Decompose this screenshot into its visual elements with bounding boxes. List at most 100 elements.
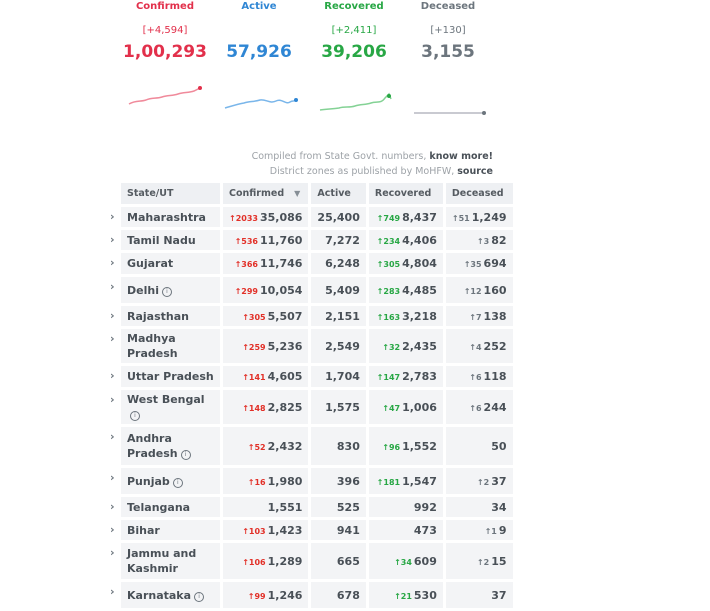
- recovered-cell: ↑47 1,006: [368, 390, 443, 424]
- confirmed-cell: ↑299 10,054: [223, 277, 309, 303]
- table-row[interactable]: › Gujarat ↑366 11,746 6,248 ↑305 4,804 ↑35 694: [108, 253, 513, 274]
- confirmed-value: 1,980: [267, 474, 303, 488]
- deceased-sparkline: [414, 111, 486, 115]
- expand-chevron-icon[interactable]: ›: [110, 256, 115, 269]
- table-row[interactable]: › Uttar Pradesh ↑141 4,605 1,704 ↑147 2,783 ↑6 1…: [108, 366, 513, 387]
- expand-chevron-icon[interactable]: ›: [110, 546, 115, 559]
- state-name-cell[interactable]: Karnataka i: [121, 582, 220, 608]
- info-icon[interactable]: i: [180, 450, 191, 460]
- active-cell: 525: [311, 497, 366, 517]
- recovered-delta: ↑34: [394, 557, 412, 567]
- stat-recovered-label: Recovered: [324, 1, 384, 12]
- expand-chevron-icon[interactable]: ›: [110, 233, 115, 246]
- expand-chevron-icon[interactable]: ›: [110, 309, 115, 322]
- expand-chevron-icon[interactable]: ›: [110, 280, 115, 293]
- info-icon[interactable]: i: [172, 477, 183, 488]
- active-cell: 396: [311, 468, 366, 494]
- deceased-cell: ↑3 82: [445, 230, 513, 250]
- table-row[interactable]: › West Bengali ↑148 2,825 1,575 ↑47 1,006 ↑6 244: [108, 390, 513, 424]
- expand-chevron-icon[interactable]: ›: [110, 500, 115, 513]
- state-name-cell[interactable]: Gujarat: [121, 253, 220, 274]
- header-recovered[interactable]: Recovered: [368, 183, 443, 204]
- active-cell: 7,272: [311, 230, 366, 250]
- expand-chevron-icon[interactable]: ›: [110, 393, 115, 406]
- state-name-cell[interactable]: Uttar Pradesh: [121, 366, 220, 387]
- recovered-value: 1,006: [402, 400, 437, 414]
- recovered-sparkline: [319, 92, 392, 111]
- deceased-delta: ↑51: [451, 213, 470, 223]
- active-cell: 5,409: [311, 277, 366, 303]
- confirmed-delta: ↑16: [247, 477, 266, 487]
- expand-chevron-icon[interactable]: ›: [110, 430, 115, 443]
- recovered-delta-value: 96: [388, 442, 401, 452]
- recovered-delta-value: 181: [383, 477, 401, 487]
- deceased-value: 694: [483, 257, 507, 270]
- state-name-cell[interactable]: Andhra Pradesh i: [121, 427, 220, 465]
- header-state[interactable]: State/UT: [121, 183, 220, 204]
- table-row[interactable]: › Madhya Pradesh ↑259 5,236 2,549 ↑32 2,435 ↑4 2…: [108, 329, 513, 363]
- confirmed-delta-value: 2033: [235, 213, 258, 223]
- deceased-value: 34: [491, 500, 507, 514]
- expand-chevron-icon[interactable]: ›: [110, 210, 115, 223]
- header-confirmed[interactable]: Confirmed ▼: [223, 183, 309, 204]
- state-name-cell[interactable]: Bihar: [121, 520, 220, 540]
- expand-chevron-icon[interactable]: ›: [110, 585, 115, 598]
- expand-chevron-icon[interactable]: ›: [110, 471, 115, 484]
- table-row[interactable]: › Punjab i ↑16 1,980 396 ↑181 1,547 ↑2 37: [108, 468, 513, 494]
- table-row[interactable]: › Tamil Nadu ↑536 11,760 7,272 ↑234 4,406 ↑3 82: [108, 230, 513, 250]
- expand-chevron-icon[interactable]: ›: [110, 523, 115, 536]
- recovered-cell: 992: [368, 497, 443, 517]
- state-name-cell[interactable]: Tamil Nadu: [121, 230, 220, 250]
- expand-chevron-icon[interactable]: ›: [110, 332, 115, 345]
- header-deceased[interactable]: Deceased: [445, 183, 513, 204]
- confirmed-value: 1,289: [267, 554, 303, 568]
- state-name: Maharashtra: [127, 210, 206, 224]
- recovered-delta: ↑181: [376, 477, 401, 487]
- table-row[interactable]: › Bihar ↑103 1,423 941 473 ↑1 9: [108, 520, 513, 540]
- deceased-value: 50: [491, 439, 507, 453]
- table-row[interactable]: › Andhra Pradesh i ↑52 2,432 830 ↑96 1,552 50: [108, 427, 513, 465]
- active-cell: 830: [311, 427, 366, 465]
- state-name-cell[interactable]: Delhi i: [121, 277, 220, 303]
- header-active[interactable]: Active: [311, 183, 366, 204]
- state-name-cell[interactable]: West Bengal i: [121, 390, 220, 424]
- know-more-link[interactable]: know more!: [429, 151, 493, 162]
- confirmed-delta-value: 259: [248, 342, 266, 352]
- state-name-cell[interactable]: Telangana: [121, 497, 220, 517]
- table-row[interactable]: › Karnataka i ↑99 1,246 678 ↑21 530 37: [108, 582, 513, 608]
- deceased-value: 9: [498, 523, 507, 537]
- confirmed-value: 1,246: [267, 588, 303, 602]
- recovered-delta-value: 34: [400, 557, 412, 567]
- info-icon[interactable]: i: [161, 286, 172, 297]
- deceased-cell: ↑4 252: [445, 329, 513, 363]
- active-value: 396: [336, 474, 360, 488]
- recovered-delta-value: 147: [383, 373, 401, 382]
- table-row[interactable]: › Delhi i ↑299 10,054 5,409 ↑283 4,485 ↑12 160: [108, 277, 513, 303]
- stat-deceased-value: 3,155: [421, 42, 475, 62]
- confirmed-delta-value: 305: [248, 312, 266, 322]
- state-name-cell[interactable]: Maharashtra: [121, 207, 220, 227]
- state-name-cell[interactable]: Madhya Pradesh: [121, 329, 220, 363]
- recovered-delta: ↑749: [376, 213, 401, 223]
- table-row[interactable]: › Rajasthan ↑305 5,507 2,151 ↑163 3,218 ↑7 138: [108, 306, 513, 326]
- table-row[interactable]: › Jammu and Kashmir ↑106 1,289 665 ↑34 609 ↑2 15: [108, 543, 513, 579]
- source-link[interactable]: source: [457, 166, 493, 177]
- state-name-cell[interactable]: Jammu and Kashmir: [121, 543, 220, 579]
- recovered-delta-value: 32: [388, 342, 401, 352]
- table-row[interactable]: › Telangana 1,551 525 992 34: [108, 497, 513, 517]
- active-sparkline: [224, 98, 298, 109]
- state-name-cell[interactable]: Punjab i: [121, 468, 220, 494]
- table-row[interactable]: › Maharashtra ↑2033 35,086 25,400 ↑749 8,437 ↑5…: [108, 207, 513, 227]
- deceased-delta-value: 3: [483, 236, 490, 246]
- deceased-cell: ↑7 138: [445, 306, 513, 326]
- info-icon[interactable]: i: [194, 591, 205, 602]
- active-cell: 665: [311, 543, 366, 579]
- expand-chevron-icon[interactable]: ›: [110, 369, 115, 382]
- state-name-cell[interactable]: Rajasthan: [121, 306, 220, 326]
- info-icon[interactable]: i: [130, 411, 140, 421]
- confirmed-delta-value: 99: [254, 591, 266, 601]
- recovered-delta: ↑283: [376, 286, 401, 296]
- confirmed-value: 10,054: [259, 283, 303, 297]
- confirmed-delta-value: 299: [241, 286, 258, 296]
- recovered-delta: ↑32: [382, 342, 401, 352]
